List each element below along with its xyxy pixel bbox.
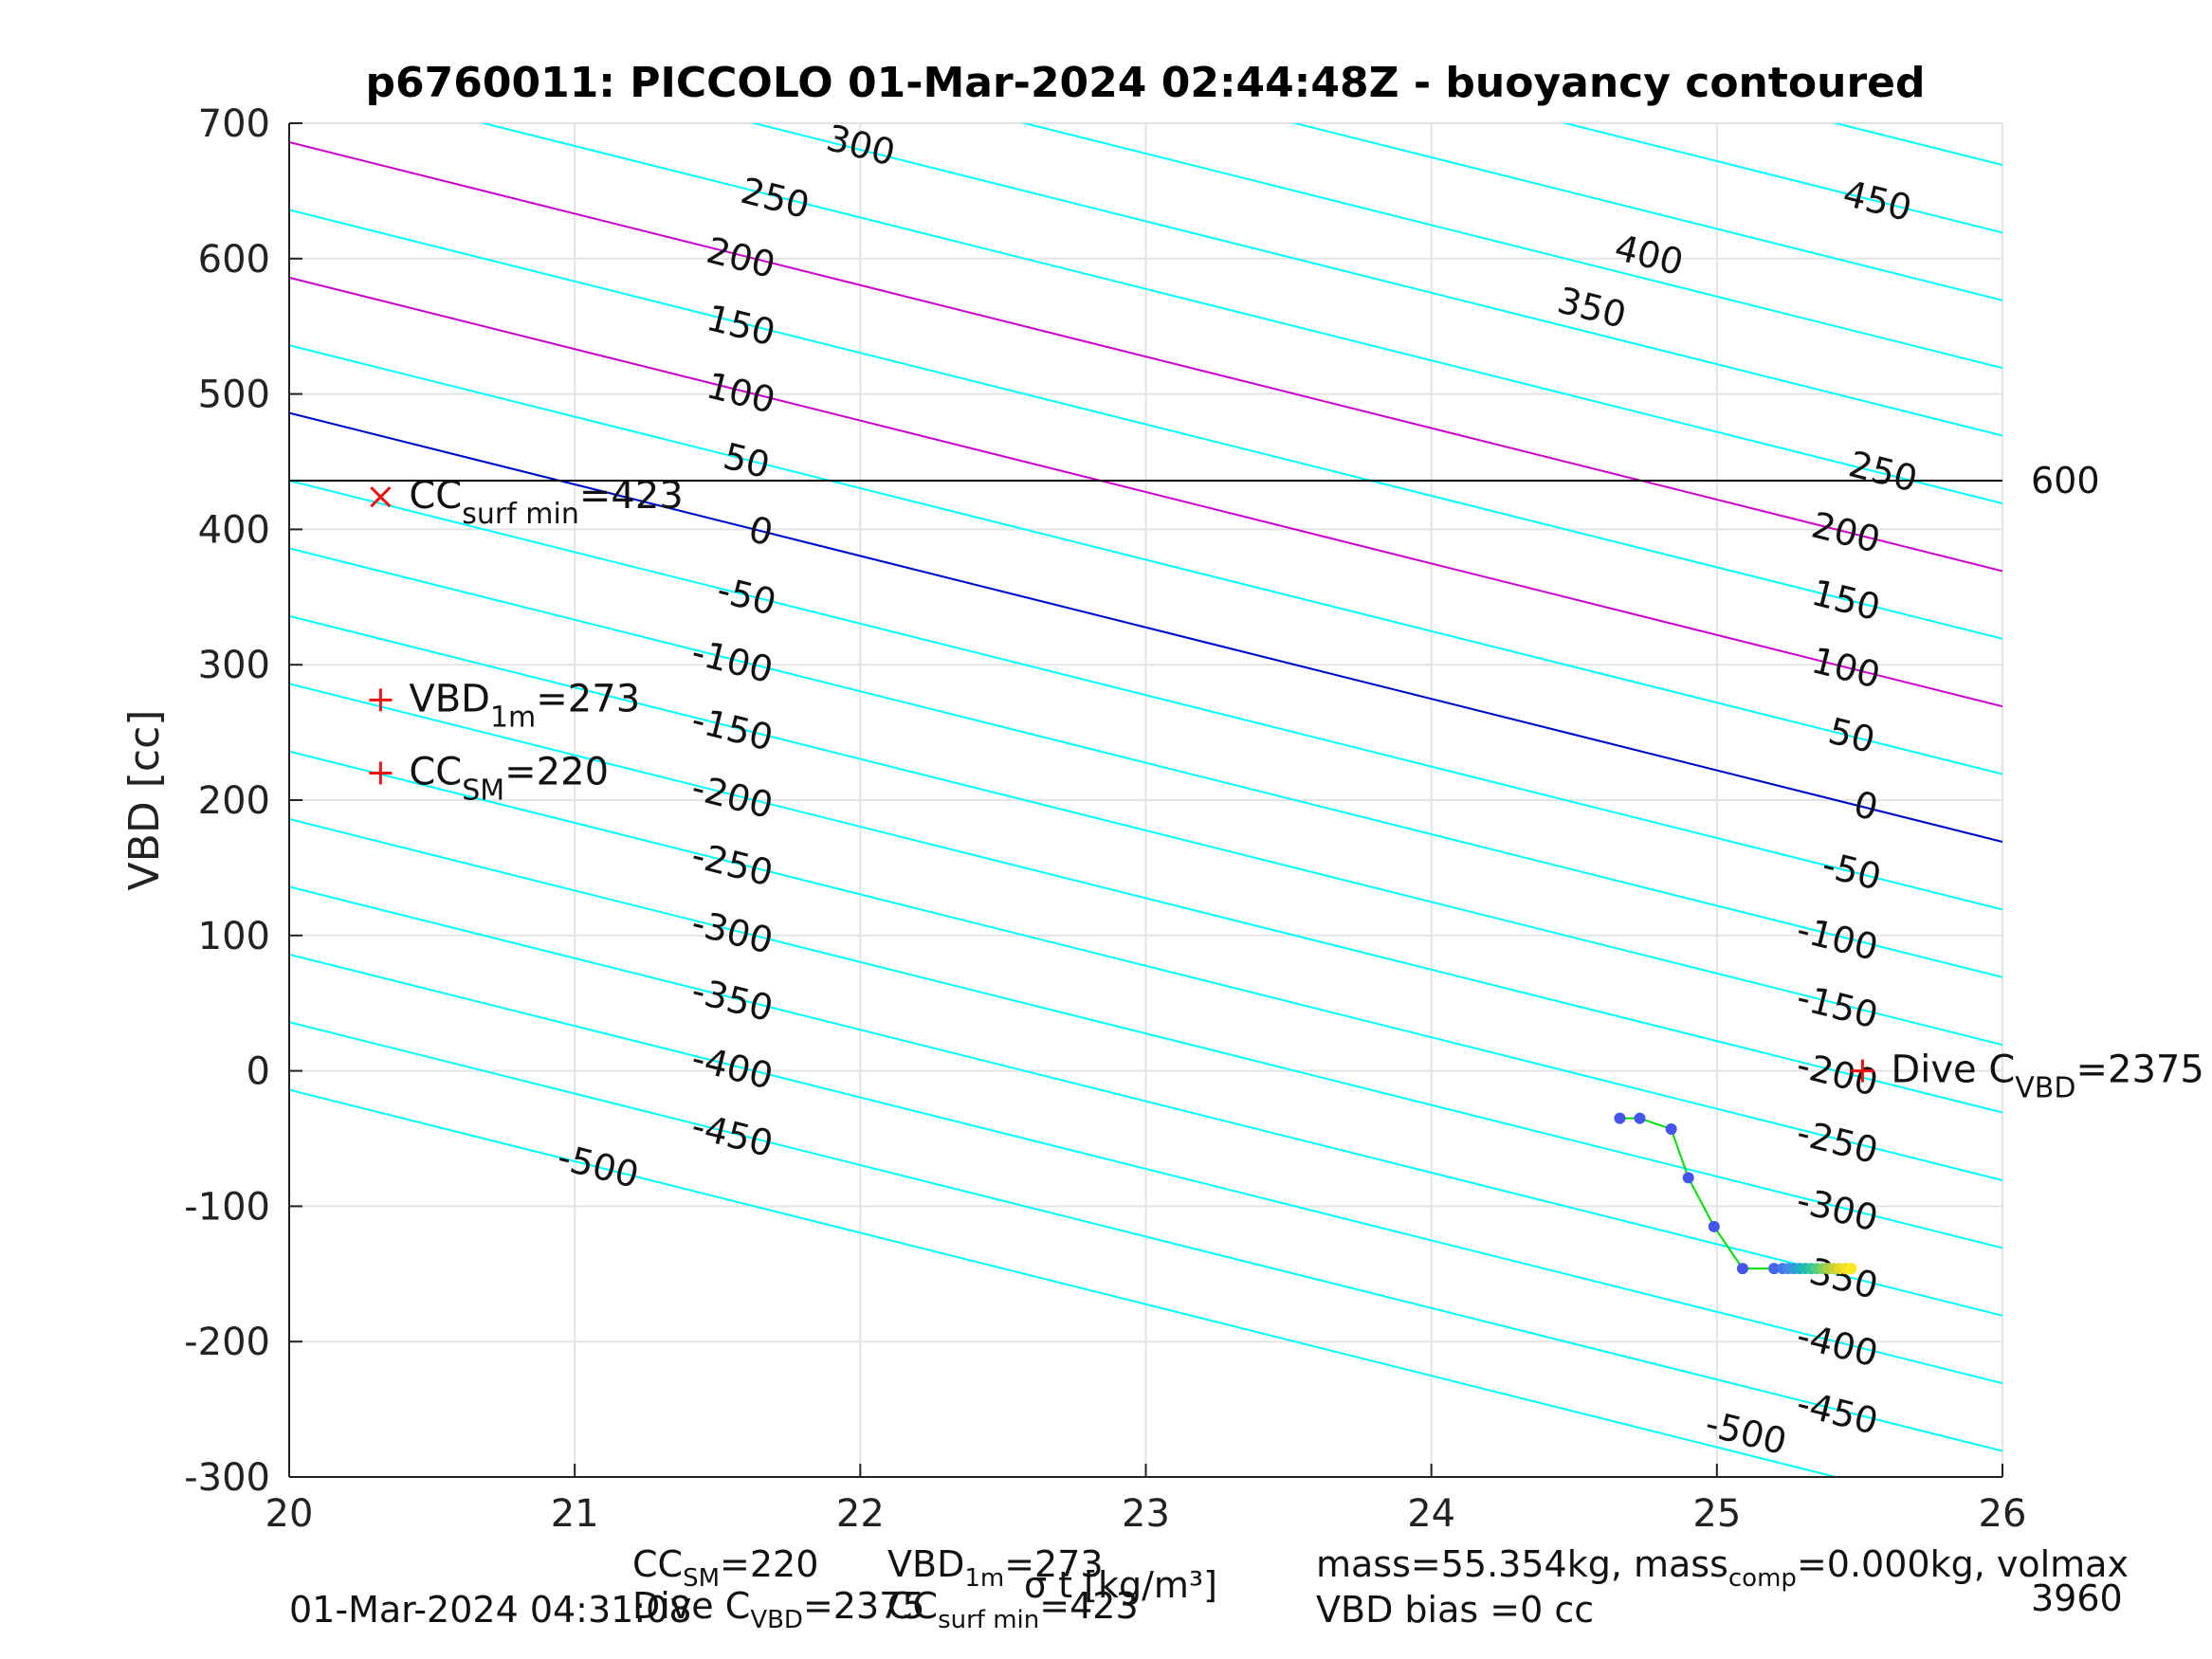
footer-vbd-value: =273 — [1004, 1543, 1104, 1585]
footer-cc-sm-value: =220 — [720, 1543, 819, 1585]
marker-label-2: CCSM=220 — [409, 750, 609, 807]
footer-surf-value: =423 — [1039, 1585, 1139, 1627]
footer-vbd-sub: 1m — [964, 1564, 1005, 1593]
dive-trace-point — [1634, 1112, 1646, 1124]
x-tick-label-1: 21 — [551, 1492, 599, 1536]
tick-labels: 20 21 22 23 24 25 26 -300 -200 -100 0 100 200 300 400 5… — [184, 102, 2026, 1536]
dive-trace-point — [1682, 1172, 1694, 1184]
contour-line-20 — [1562, 123, 2002, 234]
y-tick-label-4: 100 — [198, 915, 270, 958]
footer-cc-sm-label: CC — [632, 1543, 684, 1585]
mass-sub: comp — [1728, 1564, 1797, 1593]
footer-cc-sm-sub: SM — [683, 1564, 721, 1593]
reference-line: 600 — [289, 460, 2100, 501]
y-axis-label: VBD [cc] — [120, 710, 169, 891]
contour-line-9 — [289, 480, 2002, 911]
footer-mass: mass=55.354kg, masscomp=0.000kg, volmax — [1316, 1543, 2129, 1593]
y-tick-label-2: -100 — [184, 1185, 270, 1229]
contour-line-18 — [1020, 123, 2002, 370]
x-tick-label-5: 25 — [1692, 1492, 1741, 1536]
x-tick-label-3: 23 — [1122, 1492, 1170, 1536]
footer-dive-c: Dive CVBD=2375 — [632, 1585, 925, 1634]
footer-surf-label: CC — [887, 1585, 939, 1627]
contour-line-7 — [289, 614, 2002, 1047]
vbd-bias-text: VBD bias =0 cc — [1316, 1589, 1595, 1631]
volmax-value: 3960 — [2031, 1577, 2123, 1619]
footer-dive-value: =2375 — [802, 1585, 925, 1627]
x-tick-label-6: 26 — [1979, 1492, 2027, 1536]
y-tick-label-9: 600 — [198, 238, 270, 282]
dive-trace-point — [1845, 1263, 1857, 1275]
y-tick-label-1: -200 — [184, 1321, 270, 1364]
contour-line-13 — [289, 276, 2002, 708]
footer-dive-label: Dive C — [632, 1585, 751, 1627]
timestamp-text: 01-Mar-2024 04:31:08 — [289, 1589, 692, 1631]
contour-line-12 — [289, 344, 2002, 775]
dive-trace — [1614, 1112, 1857, 1275]
marker-label-0: CCsurf min=423 — [409, 474, 683, 531]
contour-line-1 — [289, 1021, 2002, 1452]
footer-surf-sub: surf min — [938, 1606, 1040, 1634]
contour-line-5 — [289, 750, 2002, 1181]
contour-lines — [289, 123, 2002, 1477]
dive-trace-point — [1768, 1263, 1781, 1275]
footer-timestamp: 01-Mar-2024 04:31:08 — [289, 1589, 692, 1631]
marker-x-b-0 — [370, 486, 392, 508]
marker-label-1: VBD1m=273 — [409, 677, 640, 734]
footer-cc-surf-min: CCsurf min=423 — [887, 1585, 1139, 1634]
footer-vbd-1m: VBD1m=273 — [887, 1543, 1104, 1593]
y-tick-label-5: 200 — [198, 779, 270, 823]
reference-line-label: 600 — [2031, 460, 2100, 501]
contour-line-6 — [289, 683, 2002, 1114]
contour-line-2 — [289, 953, 2002, 1385]
y-tick-label-3: 0 — [247, 1050, 270, 1094]
x-tick-label-0: 20 — [265, 1492, 314, 1536]
x-tick-label-2: 22 — [836, 1492, 885, 1536]
chart-title: p6760011: PICCOLO 01-Mar-2024 02:44:48Z … — [366, 59, 1926, 107]
contour-line-3 — [289, 885, 2002, 1317]
contour-line-15 — [289, 141, 2002, 573]
footer-vbd-bias: VBD bias =0 cc — [1316, 1589, 1594, 1631]
contour-line-4 — [289, 818, 2002, 1249]
footer-cc-sm: CCSM=220 — [632, 1543, 818, 1593]
contour-line-8 — [289, 547, 2002, 978]
dive-trace-point — [1665, 1123, 1677, 1136]
contour-line-19 — [1290, 123, 2002, 301]
dive-trace-point — [1736, 1263, 1748, 1275]
reference-markers: CCsurf min=423 VBD1m=273 CCSM=220 Dive CVBD… — [369, 474, 2204, 1105]
contour-line-0 — [289, 1088, 1840, 1477]
y-tick-label-6: 300 — [198, 644, 270, 687]
dive-trace-point — [1614, 1112, 1626, 1124]
footer-dive-sub: VBD — [750, 1606, 803, 1634]
contour-line-17 — [750, 123, 2002, 437]
x-axis-label: σ t [kg/m³] — [1024, 1564, 1217, 1606]
mass-rest: =0.000kg, volmax — [1796, 1543, 2129, 1585]
y-tick-label-8: 500 — [198, 374, 270, 417]
y-tick-label-7: 400 — [198, 508, 270, 552]
y-tick-label-0: -300 — [184, 1456, 270, 1500]
contour-line-14 — [289, 209, 2002, 640]
dive-trace-point — [1708, 1220, 1720, 1232]
footer-vbd-label: VBD — [887, 1543, 965, 1585]
footer-volmax: 3960 — [2031, 1577, 2123, 1619]
x-axis-label-text: σ t [kg/m³] — [1024, 1564, 1217, 1606]
y-tick-label-10: 700 — [198, 102, 270, 146]
marker-label-3: Dive CVBD=2375 — [1891, 1048, 2203, 1105]
x-tick-label-4: 24 — [1407, 1492, 1455, 1536]
mass-text: mass=55.354kg, mass — [1316, 1543, 1728, 1585]
contour-line-11 — [289, 411, 2002, 843]
contour-line-16 — [480, 123, 2002, 504]
